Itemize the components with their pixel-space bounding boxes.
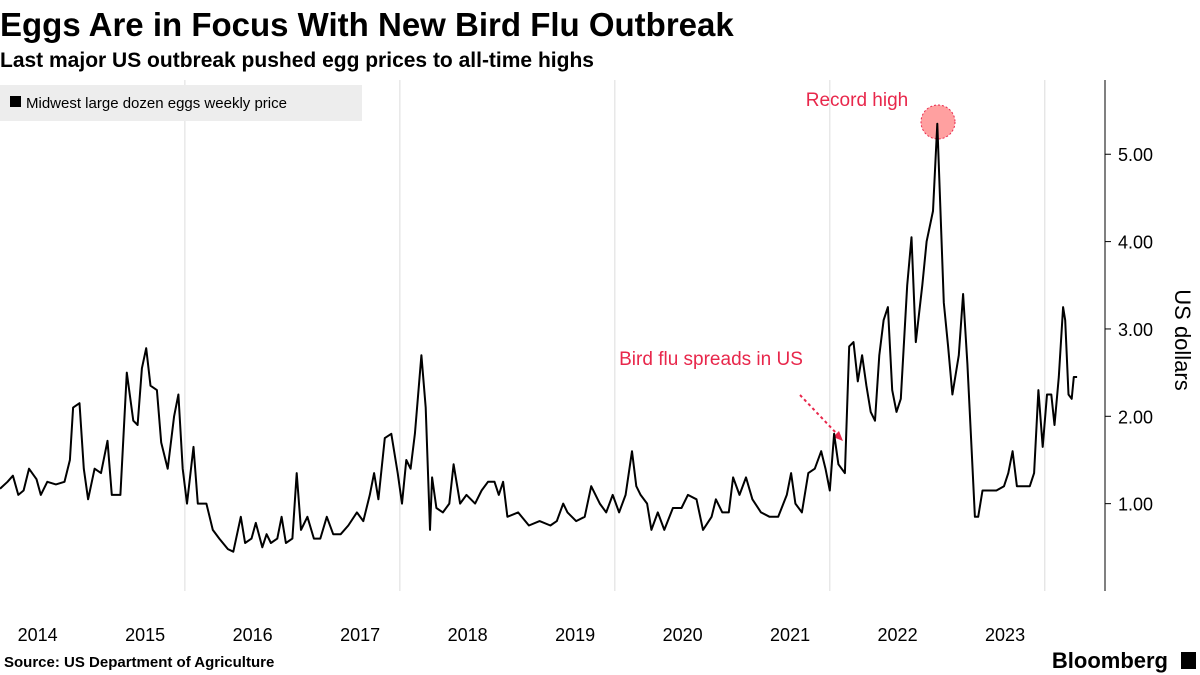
y-tick-label: 3.00: [1118, 320, 1153, 340]
y-tick-label: 2.00: [1118, 407, 1153, 427]
x-tick-label: 2016: [233, 625, 273, 645]
brand: Bloomberg: [1052, 648, 1168, 673]
y-tick-label: 1.00: [1118, 495, 1153, 515]
annotation-arrowhead: [833, 431, 843, 441]
x-tick-label: 2017: [340, 625, 380, 645]
highlight-circle: [920, 104, 956, 140]
legend-label: Midwest large dozen eggs weekly price: [26, 95, 287, 112]
brand-icon: [1181, 652, 1196, 669]
source: Source: US Department of Agriculture: [4, 654, 274, 671]
y-axis-label: US dollars: [1170, 289, 1195, 390]
x-tick-label: 2023: [985, 625, 1025, 645]
x-tick-label: 2014: [18, 625, 58, 645]
series-line: [0, 122, 1078, 553]
y-tick-label: 5.00: [1118, 145, 1153, 165]
legend-box: [0, 85, 362, 121]
legend-swatch: [10, 96, 21, 107]
x-tick-label: 2022: [878, 625, 918, 645]
x-tick-label: 2018: [448, 625, 488, 645]
y-tick-label: 4.00: [1118, 233, 1153, 253]
annotation: Record high: [806, 90, 908, 111]
x-tick-label: 2015: [125, 625, 165, 645]
x-tick-label: 2020: [663, 625, 703, 645]
chart-title: Eggs Are in Focus With New Bird Flu Outb…: [0, 6, 734, 43]
annotation-arrow: [799, 394, 840, 437]
annotation: Bird flu spreads in US: [619, 349, 803, 370]
x-tick-label: 2019: [555, 625, 595, 645]
chart-subtitle: Last major US outbreak pushed egg prices…: [0, 49, 594, 72]
x-tick-label: 2021: [770, 625, 810, 645]
